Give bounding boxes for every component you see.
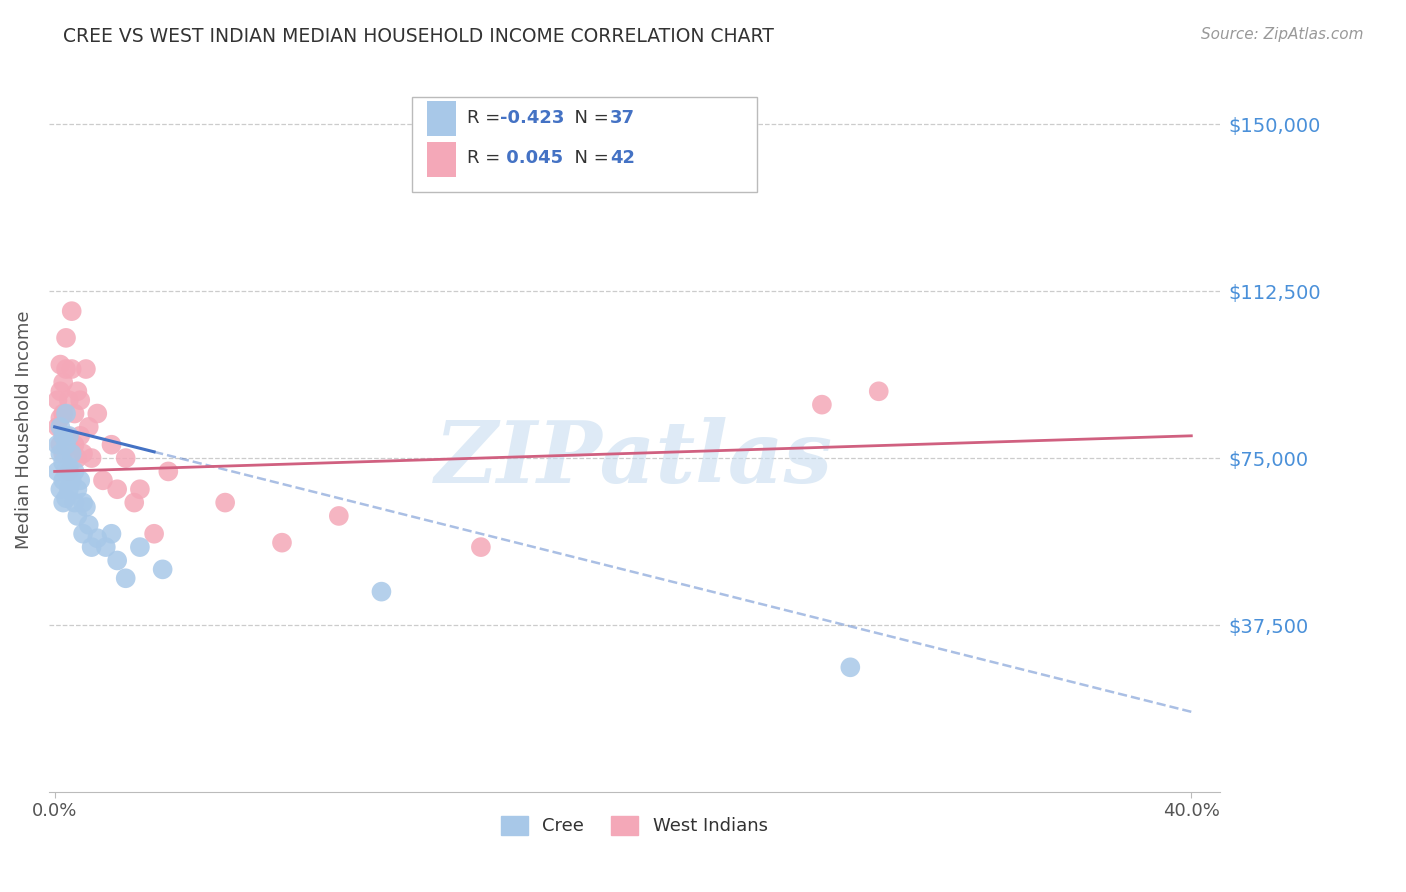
Y-axis label: Median Household Income: Median Household Income <box>15 311 32 549</box>
Point <box>91 473 114 487</box>
Text: CREE VS WEST INDIAN MEDIAN HOUSEHOLD INCOME CORRELATION CHART: CREE VS WEST INDIAN MEDIAN HOUSEHOLD INC… <box>63 27 775 45</box>
Point <box>129 540 152 554</box>
Point <box>52 495 75 509</box>
Point <box>811 398 834 412</box>
Text: Source: ZipAtlas.com: Source: ZipAtlas.com <box>1201 27 1364 42</box>
Point <box>52 429 75 443</box>
Text: ZIPatlas: ZIPatlas <box>436 417 834 501</box>
Text: 37: 37 <box>610 110 634 128</box>
Text: 42: 42 <box>610 148 634 167</box>
Point <box>58 438 80 452</box>
Text: R =: R = <box>467 110 506 128</box>
Point <box>55 491 77 505</box>
Point <box>55 407 77 421</box>
Point <box>55 331 77 345</box>
Point <box>86 531 108 545</box>
Point <box>69 429 91 443</box>
Point <box>69 473 91 487</box>
Point <box>46 438 69 452</box>
Point <box>58 482 80 496</box>
Text: R =: R = <box>467 148 506 167</box>
Point <box>55 362 77 376</box>
Point <box>328 508 350 523</box>
Point <box>49 358 72 372</box>
Point <box>86 407 108 421</box>
Point <box>105 482 128 496</box>
Point <box>63 495 86 509</box>
Point <box>58 393 80 408</box>
Point <box>152 562 174 576</box>
Point <box>77 420 100 434</box>
Point <box>66 384 89 399</box>
Point <box>69 393 91 408</box>
Point <box>49 438 72 452</box>
Point <box>60 362 83 376</box>
Point <box>46 420 69 434</box>
Legend: Cree, West Indians: Cree, West Indians <box>492 807 778 845</box>
Point <box>100 438 122 452</box>
Point <box>129 482 152 496</box>
FancyBboxPatch shape <box>427 143 457 177</box>
Point <box>63 438 86 452</box>
Point <box>58 429 80 443</box>
Point <box>52 473 75 487</box>
Text: 0.045: 0.045 <box>499 148 562 167</box>
Point <box>157 465 180 479</box>
Point <box>868 384 890 399</box>
Point <box>52 456 75 470</box>
Point <box>80 540 103 554</box>
Point <box>46 465 69 479</box>
Point <box>46 393 69 408</box>
Point <box>55 465 77 479</box>
Point <box>58 465 80 479</box>
Point <box>370 584 392 599</box>
Text: N =: N = <box>562 110 614 128</box>
FancyBboxPatch shape <box>412 97 758 192</box>
Text: N =: N = <box>562 148 614 167</box>
Point <box>52 407 75 421</box>
Point <box>80 451 103 466</box>
Point <box>72 495 94 509</box>
Point <box>52 376 75 390</box>
FancyBboxPatch shape <box>427 101 457 136</box>
Point <box>77 517 100 532</box>
Point <box>60 473 83 487</box>
Point <box>214 495 236 509</box>
Point <box>271 535 294 549</box>
Point <box>114 571 136 585</box>
Point <box>63 407 86 421</box>
Point <box>143 526 166 541</box>
Point <box>49 420 72 434</box>
Point <box>49 482 72 496</box>
Point <box>60 304 83 318</box>
Point <box>49 447 72 461</box>
Point <box>58 460 80 475</box>
Point <box>100 526 122 541</box>
Point <box>63 465 86 479</box>
Point <box>470 540 492 554</box>
Point <box>839 660 862 674</box>
Point <box>122 495 145 509</box>
Point <box>94 540 117 554</box>
Point <box>55 429 77 443</box>
Point <box>105 553 128 567</box>
Point <box>72 526 94 541</box>
Point <box>66 482 89 496</box>
Point <box>114 451 136 466</box>
Text: -0.423: -0.423 <box>499 110 564 128</box>
Point <box>52 447 75 461</box>
Point <box>49 411 72 425</box>
Point <box>49 384 72 399</box>
Point <box>75 500 97 514</box>
Point <box>75 362 97 376</box>
Point <box>66 508 89 523</box>
Point <box>66 451 89 466</box>
Point <box>60 447 83 461</box>
Point <box>72 447 94 461</box>
Point <box>55 438 77 452</box>
